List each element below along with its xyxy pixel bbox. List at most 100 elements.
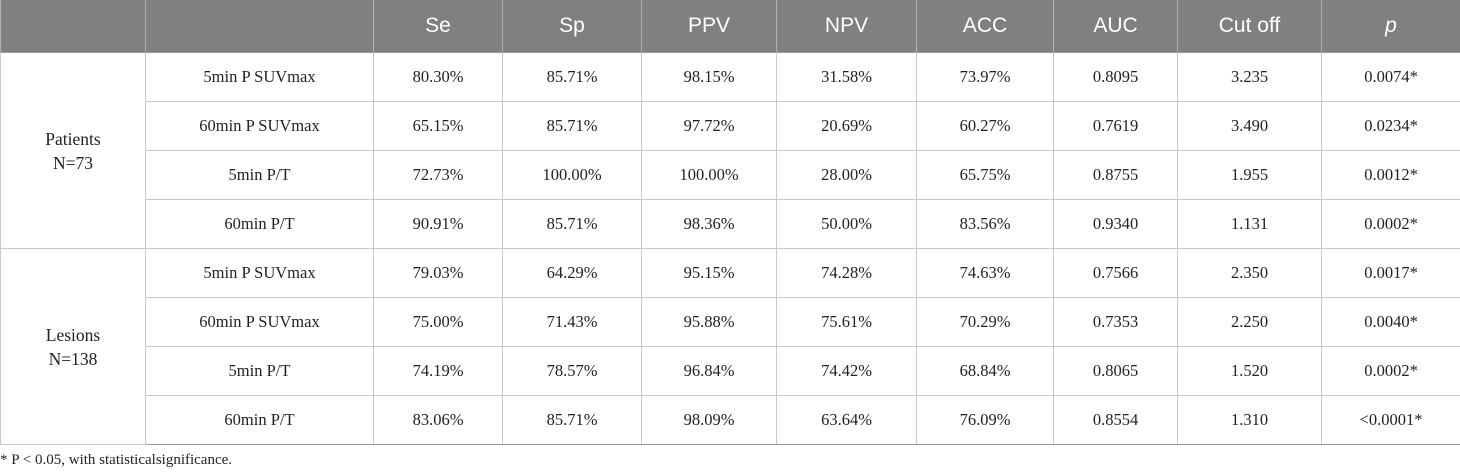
table-cell: 74.28% [776,248,917,298]
table-cell: 80.30% [373,52,503,102]
table-cell: 96.84% [641,346,777,396]
table-cell: 0.8065 [1053,346,1178,396]
row-label: 5min P SUVmax [145,52,374,102]
table-cell: 73.97% [916,52,1054,102]
table-cell: 31.58% [776,52,917,102]
table-cell: 0.7353 [1053,297,1178,347]
row-label: 5min P/T [145,346,374,396]
group-count: N=73 [52,152,93,173]
row-label: 60min P/T [145,199,374,249]
row-label: 5min P/T [145,150,374,200]
footnote: * P < 0.05, with statisticalsignificance… [0,452,233,468]
group-label: Patients [45,128,101,149]
table-cell: 0.9340 [1053,199,1178,249]
table-cell: 0.0002* [1321,199,1460,249]
table-cell: 0.0074* [1321,52,1460,102]
table-cell: <0.0001* [1321,395,1460,445]
group-label: Lesions [45,324,101,345]
table-cell: 74.63% [916,248,1054,298]
table-cell: 98.36% [641,199,777,249]
table-cell: 76.09% [916,395,1054,445]
header-group [0,0,146,53]
group-count: N=138 [48,348,98,369]
table-cell: 60.27% [916,101,1054,151]
table-cell: 64.29% [502,248,642,298]
table-cell: 70.29% [916,297,1054,347]
header-ppv: PPV [641,0,777,53]
table-cell: 65.75% [916,150,1054,200]
table-cell: 71.43% [502,297,642,347]
table-cell: 0.7566 [1053,248,1178,298]
table-cell: 1.520 [1177,346,1322,396]
header-sp: Sp [502,0,642,53]
table-row: 60min P SUVmax 75.00% 71.43% 95.88% 75.61% 70… [1,297,1460,347]
table-cell: 100.00% [641,150,777,200]
group-label-cell: Lesions N=138 [0,248,146,445]
table-cell: 1.310 [1177,395,1322,445]
table-cell: 95.88% [641,297,777,347]
header-auc: AUC [1053,0,1178,53]
table-row: Patients N=73 5min P SUVmax 80.30% 85.71% 98.… [0,52,1460,249]
header-measure [145,0,374,53]
table-cell: 75.00% [373,297,503,347]
table-cell: 74.42% [776,346,917,396]
table-cell: 1.131 [1177,199,1322,249]
table-cell: 68.84% [916,346,1054,396]
table-cell: 3.235 [1177,52,1322,102]
table-cell: 20.69% [776,101,917,151]
row-label: 60min P SUVmax [145,297,374,347]
table-cell: 98.09% [641,395,777,445]
table-cell: 75.61% [776,297,917,347]
table-cell: 90.91% [373,199,503,249]
table-cell: 85.71% [502,101,642,151]
table-cell: 85.71% [502,199,642,249]
table-cell: 74.19% [373,346,503,396]
table-cell: 78.57% [502,346,642,396]
header-row: Se Sp PPV NPV ACC AUC Cut off p [0,0,1460,53]
row-label: 60min P SUVmax [145,101,374,151]
row-label: 60min P/T [145,395,374,445]
table-cell: 85.71% [502,52,642,102]
group-label-cell: Patients N=73 [0,52,146,249]
header-cutoff: Cut off [1177,0,1322,53]
table-cell: 65.15% [373,101,503,151]
table-cell: 0.8554 [1053,395,1178,445]
table-row: Lesions N=138 5min P SUVmax 79.03% 64.29% 95.… [0,248,1460,445]
table-row: 60min P/T 90.91% 85.71% 98.36% 50.00% 83.56% 0… [1,199,1460,249]
table-cell: 0.0012* [1321,150,1460,200]
row-label: 5min P SUVmax [145,248,374,298]
table-cell: 0.8095 [1053,52,1178,102]
table-cell: 79.03% [373,248,503,298]
table-cell: 83.06% [373,395,503,445]
table-cell: 63.64% [776,395,917,445]
results-table: Se Sp PPV NPV ACC AUC Cut off p Patients… [0,0,1460,445]
table-row: 5min P/T 74.19% 78.57% 96.84% 74.42% 68.84% 0.… [1,346,1460,396]
table-cell: 72.73% [373,150,503,200]
table-cell: 85.71% [502,395,642,445]
table-cell: 97.72% [641,101,777,151]
table-cell: 95.15% [641,248,777,298]
table-cell: 0.7619 [1053,101,1178,151]
table-cell: 1.955 [1177,150,1322,200]
table-cell: 2.350 [1177,248,1322,298]
table-cell: 0.0040* [1321,297,1460,347]
table-row: 5min P/T 72.73% 100.00% 100.00% 28.00% 65.75%… [1,150,1460,200]
table-cell: 28.00% [776,150,917,200]
table-cell: 0.0017* [1321,248,1460,298]
table-cell: 0.0234* [1321,101,1460,151]
table-cell: 98.15% [641,52,777,102]
header-se: Se [373,0,503,53]
table-cell: 2.250 [1177,297,1322,347]
table-row: 60min P/T 83.06% 85.71% 98.09% 63.64% 76.09% 0… [1,395,1460,445]
table-cell: 0.0002* [1321,346,1460,396]
table-cell: 0.8755 [1053,150,1178,200]
header-p: p [1321,0,1460,53]
table-cell: 100.00% [502,150,642,200]
table-cell: 3.490 [1177,101,1322,151]
header-acc: ACC [916,0,1054,53]
table-cell: 50.00% [776,199,917,249]
table-row: 60min P SUVmax 65.15% 85.71% 97.72% 20.69% 60… [1,101,1460,151]
table-cell: 83.56% [916,199,1054,249]
header-npv: NPV [776,0,917,53]
table-body: Patients N=73 5min P SUVmax 80.30% 85.71% 98.… [0,52,1460,445]
